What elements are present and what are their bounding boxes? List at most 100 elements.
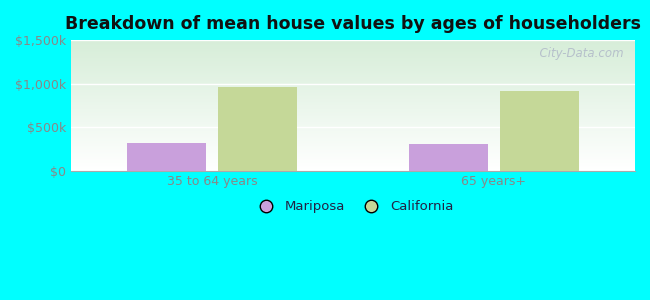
Bar xyxy=(410,144,488,171)
Bar xyxy=(71,86,635,87)
Bar xyxy=(71,64,635,65)
Bar xyxy=(71,87,635,88)
Bar xyxy=(71,61,635,62)
Bar xyxy=(71,109,635,110)
Bar xyxy=(71,116,635,117)
Bar xyxy=(71,88,635,89)
Bar xyxy=(71,96,635,97)
Bar xyxy=(71,75,635,76)
Bar xyxy=(71,58,635,59)
Bar xyxy=(71,41,635,42)
Bar xyxy=(71,94,635,95)
Bar xyxy=(71,137,635,138)
Bar xyxy=(71,132,635,133)
Bar xyxy=(71,131,635,132)
Bar xyxy=(71,52,635,53)
Bar xyxy=(71,53,635,54)
Bar xyxy=(71,166,635,167)
Bar xyxy=(71,79,635,80)
Bar xyxy=(71,95,635,96)
Bar xyxy=(71,60,635,61)
Bar xyxy=(71,55,635,56)
Bar xyxy=(71,81,635,82)
Bar xyxy=(71,105,635,106)
Bar xyxy=(71,108,635,109)
Bar xyxy=(71,151,635,152)
Bar xyxy=(71,169,635,170)
Bar xyxy=(71,57,635,58)
Bar xyxy=(71,138,635,139)
Bar xyxy=(71,69,635,70)
Bar xyxy=(71,40,635,41)
Bar xyxy=(71,84,635,85)
Bar xyxy=(71,158,635,159)
Bar xyxy=(71,110,635,111)
Bar xyxy=(71,61,635,62)
Bar xyxy=(71,73,635,74)
Bar xyxy=(71,157,635,158)
Bar xyxy=(71,159,635,160)
Bar xyxy=(71,48,635,49)
Bar xyxy=(71,46,635,47)
Bar xyxy=(71,111,635,112)
Bar xyxy=(71,124,635,125)
Bar xyxy=(71,118,635,119)
Bar xyxy=(71,165,635,166)
Bar xyxy=(71,163,635,164)
Bar xyxy=(71,155,635,156)
Bar xyxy=(71,68,635,69)
Bar xyxy=(71,154,635,155)
Bar xyxy=(71,71,635,72)
Bar xyxy=(71,140,635,141)
Bar xyxy=(71,133,635,134)
Title: Breakdown of mean house values by ages of householders: Breakdown of mean house values by ages o… xyxy=(65,15,641,33)
Bar xyxy=(71,167,635,168)
Bar xyxy=(71,51,635,52)
Bar xyxy=(71,106,635,107)
Bar xyxy=(71,170,635,171)
Bar xyxy=(71,122,635,123)
Bar xyxy=(71,65,635,66)
Bar xyxy=(218,87,296,171)
Bar xyxy=(71,103,635,104)
Bar xyxy=(71,153,635,154)
Bar xyxy=(71,66,635,67)
Bar xyxy=(71,112,635,113)
Text: City-Data.com: City-Data.com xyxy=(532,46,624,60)
Bar xyxy=(71,47,635,48)
Bar xyxy=(71,102,635,103)
Bar xyxy=(71,139,635,140)
Bar xyxy=(71,129,635,130)
Bar xyxy=(71,121,635,122)
Bar xyxy=(71,50,635,51)
Bar xyxy=(71,160,635,161)
Bar xyxy=(127,143,206,171)
Bar xyxy=(71,164,635,165)
Bar xyxy=(71,114,635,115)
Bar xyxy=(71,123,635,124)
Bar xyxy=(71,59,635,60)
Bar xyxy=(71,144,635,145)
Bar xyxy=(71,63,635,64)
Bar xyxy=(71,135,635,136)
Bar xyxy=(71,45,635,46)
Bar xyxy=(71,62,635,63)
Bar xyxy=(71,150,635,151)
Bar xyxy=(71,98,635,99)
Bar xyxy=(71,56,635,57)
Legend: Mariposa, California: Mariposa, California xyxy=(248,195,458,219)
Bar xyxy=(71,70,635,71)
Bar xyxy=(71,90,635,91)
Bar xyxy=(71,42,635,43)
Bar xyxy=(71,44,635,45)
Bar xyxy=(71,97,635,98)
Bar xyxy=(71,147,635,148)
Bar xyxy=(71,146,635,147)
Bar xyxy=(71,92,635,93)
Bar xyxy=(71,117,635,118)
Bar xyxy=(71,161,635,162)
Bar xyxy=(71,107,635,108)
Bar xyxy=(71,104,635,105)
Bar xyxy=(71,93,635,94)
Bar xyxy=(71,125,635,126)
